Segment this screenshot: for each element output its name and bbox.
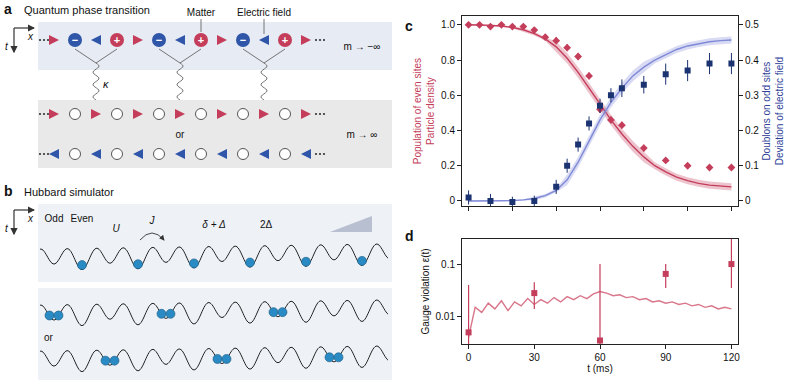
svg-text:0.5: 0.5 [745, 19, 759, 30]
svg-text:or: or [44, 332, 54, 343]
svg-text:Hubbard simulator: Hubbard simulator [24, 186, 114, 198]
svg-text:m → −∞: m → −∞ [344, 41, 381, 52]
svg-text:0.3: 0.3 [745, 90, 759, 101]
svg-text:0.6: 0.6 [441, 90, 455, 101]
svg-text:0: 0 [449, 195, 455, 206]
svg-text:0.8: 0.8 [441, 55, 455, 66]
svg-text:Electric field: Electric field [237, 7, 291, 18]
svg-text:120: 120 [723, 352, 740, 363]
svg-text:0.01: 0.01 [436, 311, 456, 322]
svg-text:−: − [72, 34, 78, 46]
svg-text:Quantum phase transition: Quantum phase transition [24, 4, 150, 16]
svg-text:d: d [405, 228, 414, 244]
svg-text:Matter: Matter [187, 7, 216, 18]
svg-text:0.1: 0.1 [441, 259, 455, 270]
svg-text:+: + [114, 34, 120, 46]
svg-text:or: or [176, 129, 186, 140]
svg-text:x: x [27, 213, 34, 224]
svg-text:30: 30 [529, 352, 541, 363]
svg-text:x: x [27, 31, 34, 42]
svg-text:Odd: Odd [45, 213, 64, 224]
svg-text:m → ∞: m → ∞ [346, 129, 377, 140]
svg-text:0.1: 0.1 [745, 160, 759, 171]
svg-text:−: − [240, 34, 246, 46]
svg-text:J: J [149, 215, 156, 226]
svg-text:0.4: 0.4 [745, 55, 759, 66]
svg-text:δ + Δ: δ + Δ [202, 219, 226, 230]
svg-text:Population of even sitesPartic: Population of even sitesParticle density [412, 58, 436, 164]
svg-text:Doublons on odd sitesDeviation: Doublons on odd sitesDeviation of electr… [761, 57, 785, 165]
svg-text:t: t [5, 223, 9, 234]
svg-text:κ: κ [103, 78, 109, 90]
svg-text:+: + [282, 34, 288, 46]
svg-text:t (ms): t (ms) [587, 363, 613, 374]
svg-text:0: 0 [745, 195, 751, 206]
svg-text:−: − [156, 34, 162, 46]
svg-text:Even: Even [71, 213, 94, 224]
svg-text:1.0: 1.0 [441, 19, 455, 30]
svg-text:b: b [4, 183, 13, 199]
svg-text:0.2: 0.2 [441, 160, 455, 171]
svg-text:2Δ: 2Δ [260, 219, 273, 230]
svg-text:c: c [405, 18, 413, 34]
svg-text:0: 0 [466, 352, 472, 363]
svg-text:U: U [112, 223, 120, 234]
svg-text:Gauge violation ε(t): Gauge violation ε(t) [420, 248, 431, 334]
svg-text:t: t [5, 41, 9, 52]
svg-text:0.2: 0.2 [745, 125, 759, 136]
svg-text:a: a [4, 1, 12, 17]
svg-text:0.4: 0.4 [441, 125, 455, 136]
svg-text:+: + [198, 34, 204, 46]
svg-text:60: 60 [594, 352, 606, 363]
svg-text:90: 90 [660, 352, 672, 363]
